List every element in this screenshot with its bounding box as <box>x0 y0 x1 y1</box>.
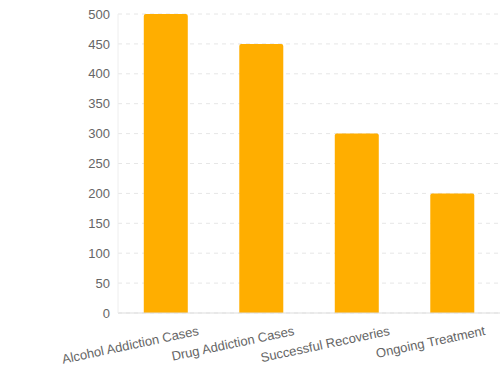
svg-text:Ongoing Treatment: Ongoing Treatment <box>375 323 487 361</box>
svg-text:Successful Recoveries: Successful Recoveries <box>259 323 391 365</box>
svg-text:250: 250 <box>88 156 110 171</box>
svg-text:150: 150 <box>88 216 110 231</box>
svg-text:50: 50 <box>96 276 110 291</box>
svg-text:Drug Addiction Cases: Drug Addiction Cases <box>170 323 296 364</box>
svg-text:500: 500 <box>88 7 110 22</box>
svg-text:Alcohol Addiction Cases: Alcohol Addiction Cases <box>60 323 200 367</box>
svg-text:200: 200 <box>88 186 110 201</box>
svg-text:0: 0 <box>103 306 110 321</box>
svg-text:100: 100 <box>88 246 110 261</box>
svg-text:350: 350 <box>88 96 110 111</box>
svg-text:400: 400 <box>88 66 110 81</box>
svg-text:450: 450 <box>88 37 110 52</box>
svg-text:300: 300 <box>88 126 110 141</box>
